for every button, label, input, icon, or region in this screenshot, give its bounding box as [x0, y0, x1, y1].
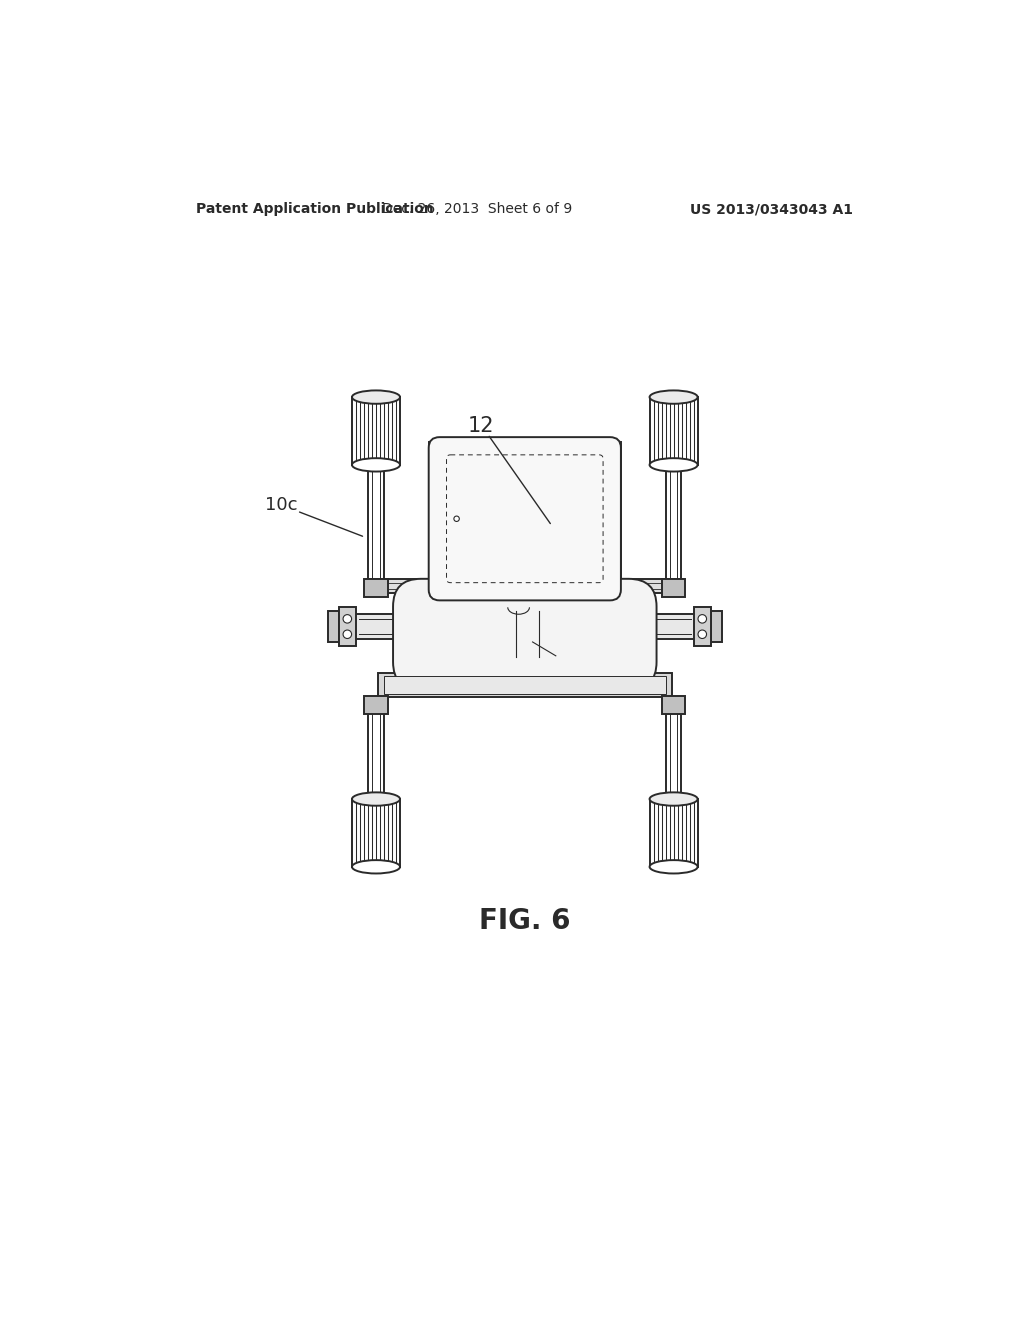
Bar — [369, 465, 384, 581]
Bar — [649, 397, 697, 465]
Bar — [369, 697, 384, 799]
FancyBboxPatch shape — [393, 578, 656, 689]
Circle shape — [454, 516, 460, 521]
Text: Dec. 26, 2013  Sheet 6 of 9: Dec. 26, 2013 Sheet 6 of 9 — [382, 202, 571, 216]
Bar — [354, 614, 695, 639]
Circle shape — [343, 615, 351, 623]
Ellipse shape — [352, 792, 400, 805]
Bar — [666, 465, 681, 581]
Bar — [662, 696, 685, 714]
Ellipse shape — [352, 458, 400, 471]
Bar — [666, 697, 681, 799]
Circle shape — [698, 630, 707, 639]
Bar — [352, 397, 400, 465]
Circle shape — [698, 615, 707, 623]
Bar — [693, 607, 711, 645]
Bar — [384, 676, 666, 694]
Bar — [429, 442, 444, 677]
Bar — [662, 578, 685, 597]
Bar — [367, 578, 683, 593]
Bar — [328, 611, 339, 642]
Text: Patent Application Publication: Patent Application Publication — [197, 202, 434, 216]
Ellipse shape — [649, 458, 697, 471]
Text: US 2013/0343043 A1: US 2013/0343043 A1 — [689, 202, 853, 216]
Bar — [711, 611, 722, 642]
Text: 10c: 10c — [265, 496, 298, 513]
Ellipse shape — [352, 861, 400, 874]
Ellipse shape — [649, 391, 697, 404]
Bar — [365, 578, 388, 597]
Text: FIG. 6: FIG. 6 — [479, 907, 570, 935]
Circle shape — [343, 630, 351, 639]
Text: 12: 12 — [468, 416, 495, 437]
Ellipse shape — [649, 792, 697, 805]
Ellipse shape — [352, 391, 400, 404]
Bar — [352, 799, 400, 867]
Bar — [365, 696, 388, 714]
FancyBboxPatch shape — [429, 437, 621, 601]
Bar — [649, 799, 697, 867]
Ellipse shape — [649, 861, 697, 874]
Bar — [339, 607, 356, 645]
Bar — [378, 673, 672, 697]
Bar — [605, 442, 621, 677]
